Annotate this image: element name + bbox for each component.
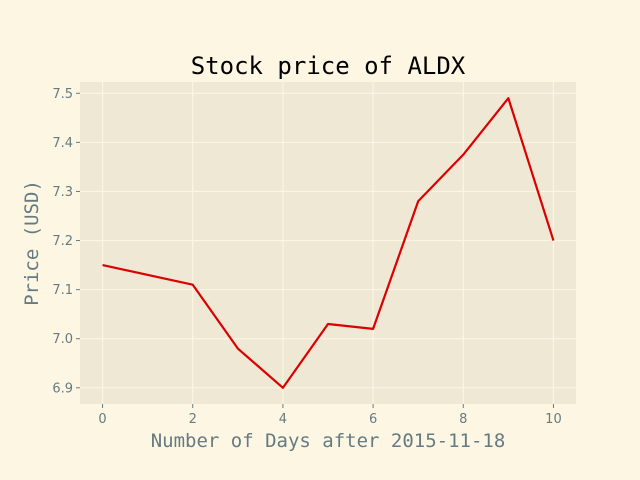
x-tick-label: 2 [189, 412, 197, 427]
x-tick-label: 10 [545, 412, 562, 427]
y-tick-label: 7.4 [52, 136, 73, 151]
x-tick-label: 0 [98, 412, 106, 427]
y-tick-label: 7.0 [52, 332, 73, 347]
plot-area [80, 82, 576, 404]
series-line [102, 97, 555, 389]
y-tick-label: 7.5 [52, 87, 73, 102]
y-tick-label: 6.9 [52, 381, 73, 396]
x-axis-ticks: 0 2 4 6 8 10 [98, 404, 562, 427]
series-layer [102, 97, 555, 389]
y-tick-label: 7.2 [52, 234, 73, 249]
x-tick-label: 8 [459, 412, 467, 427]
y-tick-label: 7.1 [52, 283, 73, 298]
grid [80, 82, 576, 404]
x-axis-label: Number of Days after 2015-11-18 [151, 430, 506, 452]
chart-title: Stock price of ALDX [191, 52, 466, 80]
y-axis-ticks: 6.9 7.0 7.1 7.2 7.3 7.4 7.5 [52, 87, 80, 396]
y-tick-label: 7.3 [52, 185, 73, 200]
x-tick-label: 4 [279, 412, 287, 427]
x-tick-label: 6 [369, 412, 377, 427]
y-axis-label: Price (USD) [21, 180, 43, 306]
